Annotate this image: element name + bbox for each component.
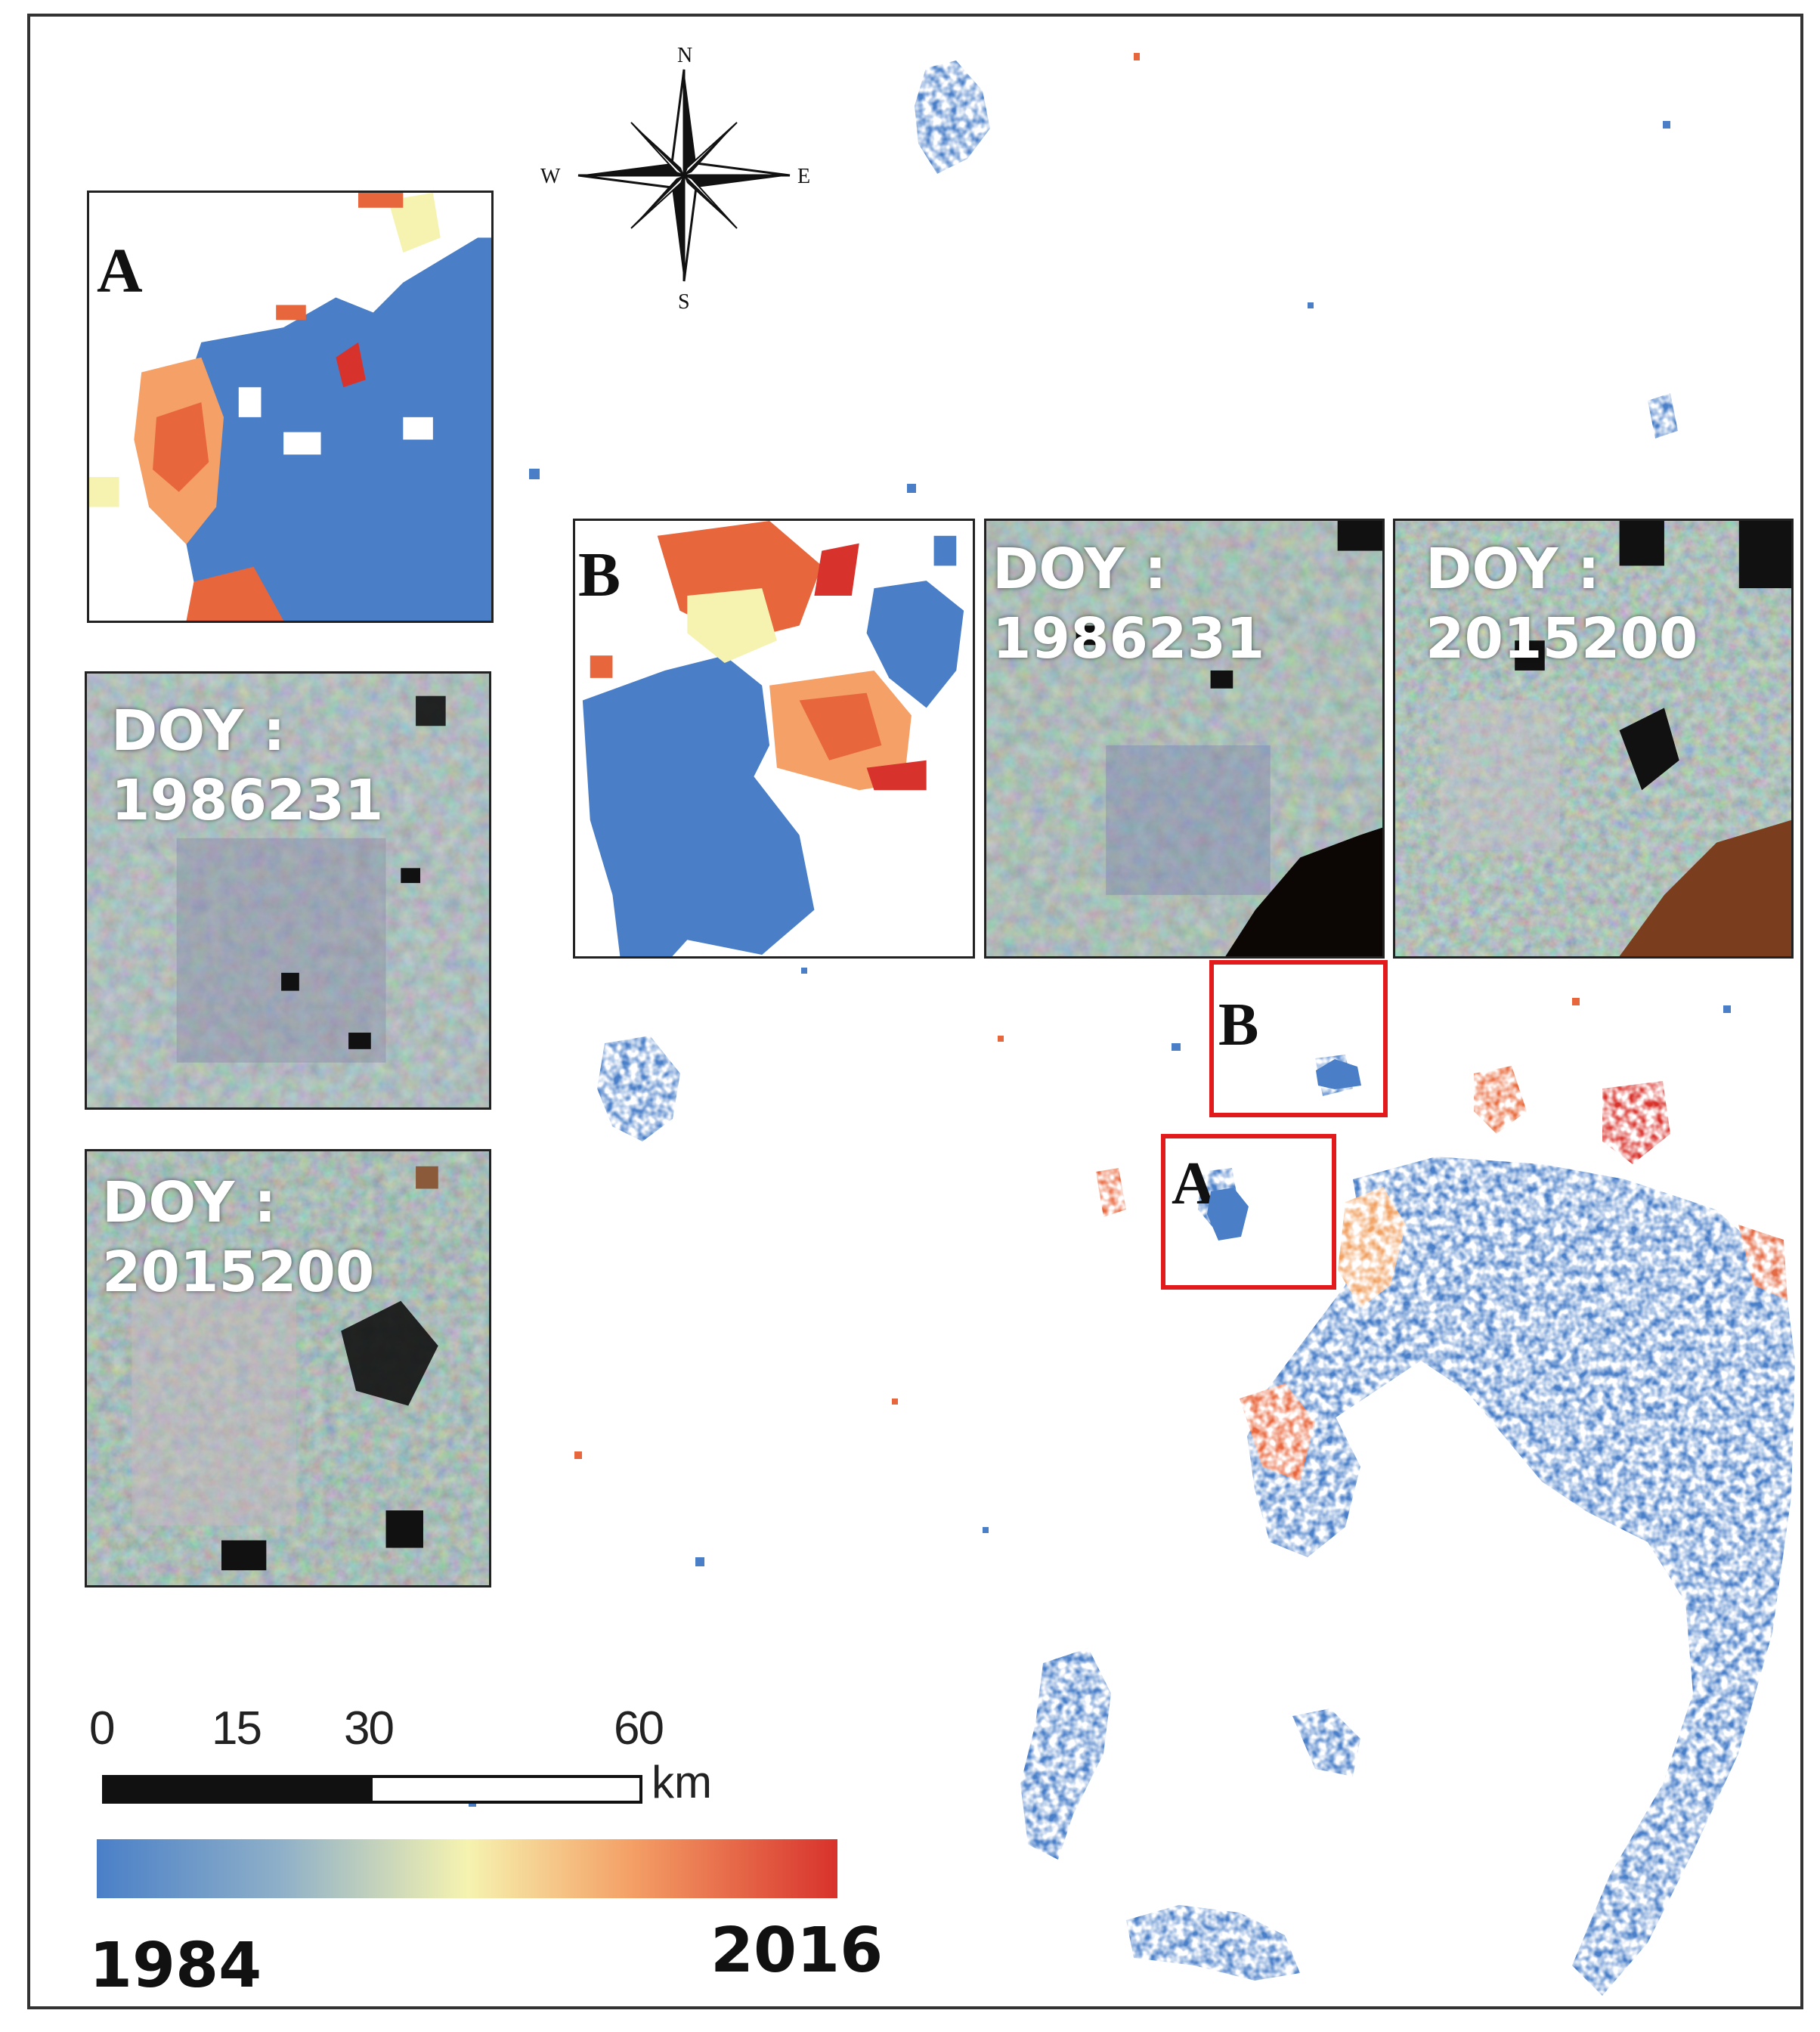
inset-b-doy-2015200-label: DOY : 2015200	[1425, 537, 1698, 671]
north-town	[915, 60, 990, 174]
scale-tick-60: 60	[614, 1702, 664, 1755]
scale-unit: km	[652, 1757, 712, 1807]
cluster-d	[1648, 393, 1678, 438]
cluster-c	[1096, 1168, 1126, 1217]
inset-a-classified: A	[87, 190, 494, 623]
inset-a-letter: A	[97, 236, 143, 306]
inset-b-doy-1986231-label: DOY : 1986231	[992, 537, 1265, 671]
compass-east: E	[797, 165, 810, 188]
inset-b-doy-1986231: DOY : 1986231	[984, 519, 1385, 959]
new-development-5	[1738, 1225, 1788, 1300]
scale-bar-black-segment	[105, 1778, 373, 1801]
coastal-strip	[1020, 1648, 1111, 1860]
scale-tick-30: 30	[344, 1702, 395, 1755]
inset-a-doy-2015200-label: DOY : 2015200	[102, 1170, 375, 1305]
year-color-ramp	[97, 1839, 837, 1898]
legend-start-year: 1984	[89, 1930, 262, 2002]
legend-end-year: 2016	[710, 1915, 884, 1987]
new-development-1	[1338, 1187, 1406, 1308]
scale-bar	[102, 1775, 642, 1804]
inset-b-classified: B	[573, 519, 975, 959]
highlight-box-b-letter: B	[1218, 992, 1259, 1058]
metro-urban-area	[1255, 1157, 1795, 1996]
inset-a-doy-1986231-label: DOY : 1986231	[111, 698, 384, 833]
inset-b-letter: B	[578, 540, 621, 610]
scale-tick-15: 15	[212, 1702, 262, 1755]
new-development-4	[1602, 1081, 1670, 1164]
new-development-2	[1240, 1383, 1315, 1482]
scattered-pixels	[469, 53, 1731, 1807]
inset-b-doy-2015200: DOY : 2015200	[1393, 519, 1794, 959]
highlight-box-b: B	[1209, 960, 1388, 1117]
highlight-box-a-letter: A	[1172, 1151, 1215, 1217]
inset-a-doy-2015200: DOY : 2015200	[85, 1149, 491, 1588]
compass-south: S	[678, 290, 690, 314]
inset-a-doy-1986231: DOY : 1986231	[85, 671, 491, 1110]
new-development-3	[1474, 1066, 1527, 1134]
compass-rose: N S E W	[540, 44, 810, 314]
compass-north: N	[677, 44, 692, 67]
compass-west: W	[540, 165, 561, 188]
scale-tick-0: 0	[89, 1702, 116, 1755]
highlight-box-a-urban	[1207, 1188, 1249, 1241]
ring-road-settlements	[1292, 1708, 1360, 1776]
coastal-strip-south	[1126, 1905, 1300, 1981]
highlight-box-a: A	[1161, 1134, 1336, 1290]
highlight-box-b-urban	[1316, 1059, 1361, 1089]
west-town	[597, 1036, 680, 1141]
